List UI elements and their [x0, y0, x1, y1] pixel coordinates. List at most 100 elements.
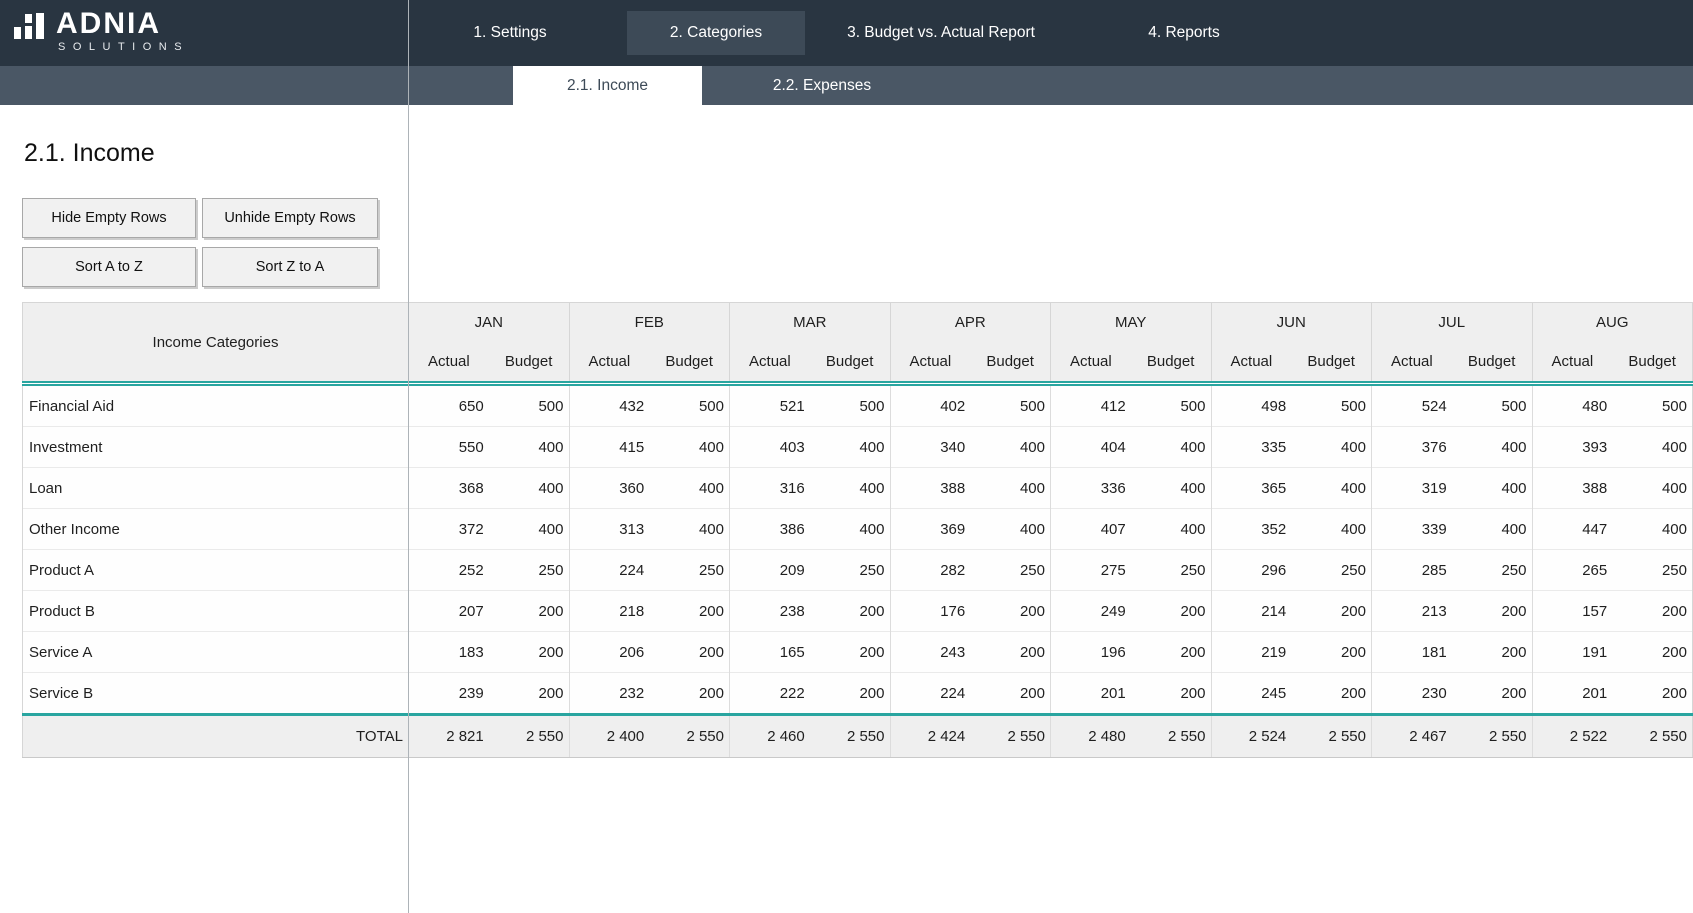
total-cell[interactable]: 2 550 — [1131, 715, 1211, 758]
table-cell[interactable]: 250 — [649, 550, 729, 591]
hide-empty-rows-button[interactable]: Hide Empty Rows — [22, 198, 196, 238]
row-label[interactable]: Service B — [23, 673, 409, 715]
row-label[interactable]: Other Income — [23, 509, 409, 550]
table-cell[interactable]: 372 — [409, 509, 489, 550]
table-cell[interactable]: 400 — [1131, 427, 1211, 468]
mar-budget-header[interactable]: Budget — [810, 341, 890, 384]
table-cell[interactable]: 404 — [1051, 427, 1131, 468]
unhide-empty-rows-button[interactable]: Unhide Empty Rows — [202, 198, 378, 238]
total-cell[interactable]: 2 400 — [569, 715, 649, 758]
feb-budget-header[interactable]: Budget — [649, 341, 729, 384]
table-cell[interactable]: 500 — [970, 384, 1050, 427]
total-cell[interactable]: 2 524 — [1211, 715, 1291, 758]
table-cell[interactable]: 200 — [1612, 673, 1692, 715]
table-cell[interactable]: 400 — [489, 509, 569, 550]
table-cell[interactable]: 250 — [1131, 550, 1211, 591]
table-cell[interactable]: 243 — [890, 632, 970, 673]
feb-actual-header[interactable]: Actual — [569, 341, 649, 384]
table-cell[interactable]: 400 — [1131, 468, 1211, 509]
nav-tab-reports[interactable]: 4. Reports — [1064, 0, 1304, 66]
table-cell[interactable]: 400 — [1612, 468, 1692, 509]
table-cell[interactable]: 200 — [649, 673, 729, 715]
table-cell[interactable]: 400 — [1452, 427, 1532, 468]
aug-actual-header[interactable]: Actual — [1532, 341, 1612, 384]
table-cell[interactable]: 400 — [489, 427, 569, 468]
month-header-apr[interactable]: APR — [890, 303, 1051, 342]
table-cell[interactable]: 500 — [489, 384, 569, 427]
table-cell[interactable]: 400 — [1612, 427, 1692, 468]
table-cell[interactable]: 365 — [1211, 468, 1291, 509]
total-cell[interactable]: 2 550 — [489, 715, 569, 758]
jan-budget-header[interactable]: Budget — [489, 341, 569, 384]
jul-budget-header[interactable]: Budget — [1452, 341, 1532, 384]
jun-budget-header[interactable]: Budget — [1291, 341, 1371, 384]
table-cell[interactable]: 400 — [970, 509, 1050, 550]
may-actual-header[interactable]: Actual — [1051, 341, 1131, 384]
table-cell[interactable]: 403 — [730, 427, 810, 468]
table-cell[interactable]: 238 — [730, 591, 810, 632]
table-cell[interactable]: 200 — [970, 673, 1050, 715]
row-label[interactable]: Financial Aid — [23, 384, 409, 427]
table-cell[interactable]: 388 — [890, 468, 970, 509]
table-cell[interactable]: 230 — [1372, 673, 1452, 715]
total-cell[interactable]: 2 424 — [890, 715, 970, 758]
apr-actual-header[interactable]: Actual — [890, 341, 970, 384]
total-cell[interactable]: 2 467 — [1372, 715, 1452, 758]
table-cell[interactable]: 245 — [1211, 673, 1291, 715]
table-cell[interactable]: 209 — [730, 550, 810, 591]
table-cell[interactable]: 447 — [1532, 509, 1612, 550]
table-cell[interactable]: 498 — [1211, 384, 1291, 427]
table-cell[interactable]: 368 — [409, 468, 489, 509]
table-cell[interactable]: 500 — [810, 384, 890, 427]
nav-tab-budget-vs-actual[interactable]: 3. Budget vs. Actual Report — [791, 0, 1091, 66]
table-cell[interactable]: 407 — [1051, 509, 1131, 550]
table-cell[interactable]: 376 — [1372, 427, 1452, 468]
table-cell[interactable]: 296 — [1211, 550, 1291, 591]
table-cell[interactable]: 250 — [1612, 550, 1692, 591]
row-label[interactable]: Product B — [23, 591, 409, 632]
sort-a-to-z-button[interactable]: Sort A to Z — [22, 247, 196, 287]
total-cell[interactable]: 2 480 — [1051, 715, 1131, 758]
table-cell[interactable]: 400 — [810, 427, 890, 468]
row-label[interactable]: Service A — [23, 632, 409, 673]
row-label[interactable]: Investment — [23, 427, 409, 468]
table-cell[interactable]: 200 — [1612, 632, 1692, 673]
subtab-income[interactable]: 2.1. Income — [513, 66, 702, 105]
table-cell[interactable]: 200 — [1612, 591, 1692, 632]
table-cell[interactable]: 275 — [1051, 550, 1131, 591]
month-header-jul[interactable]: JUL — [1372, 303, 1533, 342]
table-cell[interactable]: 222 — [730, 673, 810, 715]
total-cell[interactable]: 2 550 — [1291, 715, 1371, 758]
table-cell[interactable]: 200 — [649, 632, 729, 673]
table-cell[interactable]: 335 — [1211, 427, 1291, 468]
row-label[interactable]: Product A — [23, 550, 409, 591]
table-cell[interactable]: 200 — [1131, 632, 1211, 673]
total-cell[interactable]: 2 522 — [1532, 715, 1612, 758]
sort-z-to-a-button[interactable]: Sort Z to A — [202, 247, 378, 287]
table-cell[interactable]: 402 — [890, 384, 970, 427]
subtab-expenses[interactable]: 2.2. Expenses — [702, 66, 942, 105]
table-cell[interactable]: 400 — [970, 468, 1050, 509]
total-cell[interactable]: 2 821 — [409, 715, 489, 758]
table-cell[interactable]: 200 — [1131, 673, 1211, 715]
table-cell[interactable]: 157 — [1532, 591, 1612, 632]
table-cell[interactable]: 521 — [730, 384, 810, 427]
table-cell[interactable]: 285 — [1372, 550, 1452, 591]
table-cell[interactable]: 319 — [1372, 468, 1452, 509]
month-header-aug[interactable]: AUG — [1532, 303, 1693, 342]
table-cell[interactable]: 412 — [1051, 384, 1131, 427]
table-cell[interactable]: 200 — [970, 591, 1050, 632]
jan-actual-header[interactable]: Actual — [409, 341, 489, 384]
total-cell[interactable]: 2 550 — [970, 715, 1050, 758]
table-cell[interactable]: 400 — [649, 427, 729, 468]
table-cell[interactable]: 360 — [569, 468, 649, 509]
table-cell[interactable]: 336 — [1051, 468, 1131, 509]
table-cell[interactable]: 500 — [1131, 384, 1211, 427]
table-cell[interactable]: 250 — [489, 550, 569, 591]
table-cell[interactable]: 200 — [649, 591, 729, 632]
table-cell[interactable]: 250 — [970, 550, 1050, 591]
table-cell[interactable]: 400 — [649, 509, 729, 550]
table-cell[interactable]: 316 — [730, 468, 810, 509]
nav-tab-categories[interactable]: 2. Categories — [627, 11, 805, 55]
total-cell[interactable]: 2 550 — [1612, 715, 1692, 758]
